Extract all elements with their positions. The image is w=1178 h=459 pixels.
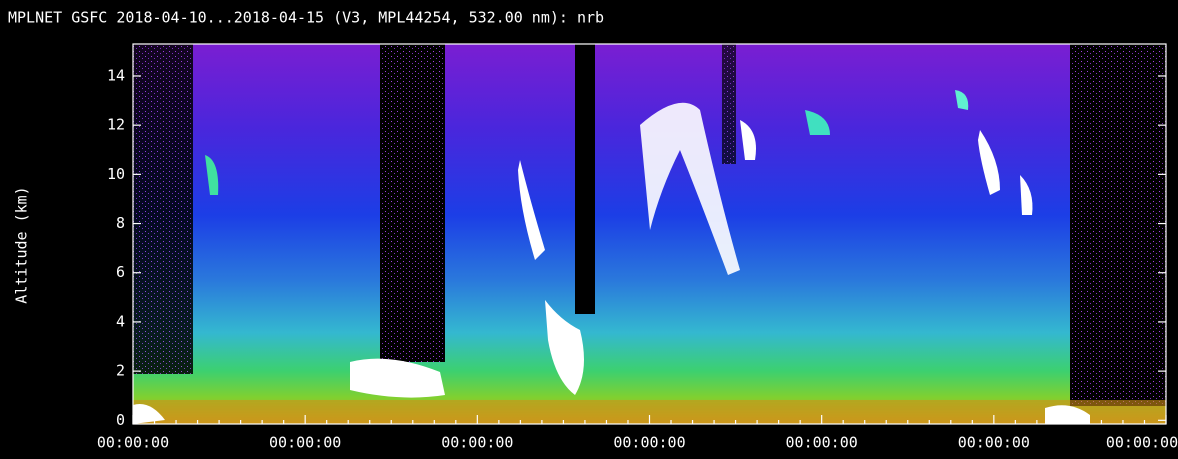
y-tick-label: 0 — [116, 411, 125, 429]
x-tick-label: 00:00:00 — [613, 434, 685, 452]
y-tick-label: 12 — [107, 116, 125, 134]
x-tick-label: 00:00:00 — [269, 434, 341, 452]
y-tick-label: 8 — [116, 214, 125, 232]
y-axis-label: Altitude (km) — [13, 186, 31, 303]
chart-title: MPLNET GSFC 2018-04-10...2018-04-15 (V3,… — [8, 9, 604, 27]
x-tick-label: 00:00:00 — [786, 434, 858, 452]
x-tick-label: 00:00:00 — [1106, 434, 1178, 452]
curtain-image — [133, 44, 1166, 424]
y-tick-label: 2 — [116, 362, 125, 380]
x-tick-label: 00:00:00 — [97, 434, 169, 452]
x-tick-label: 00:00:00 — [958, 434, 1030, 452]
x-tick-label: 00:00:00 — [441, 434, 513, 452]
y-tick-label: 10 — [107, 165, 125, 183]
y-tick-label: 14 — [107, 66, 125, 84]
y-tick-label: 4 — [116, 312, 125, 330]
y-tick-label: 6 — [116, 263, 125, 281]
